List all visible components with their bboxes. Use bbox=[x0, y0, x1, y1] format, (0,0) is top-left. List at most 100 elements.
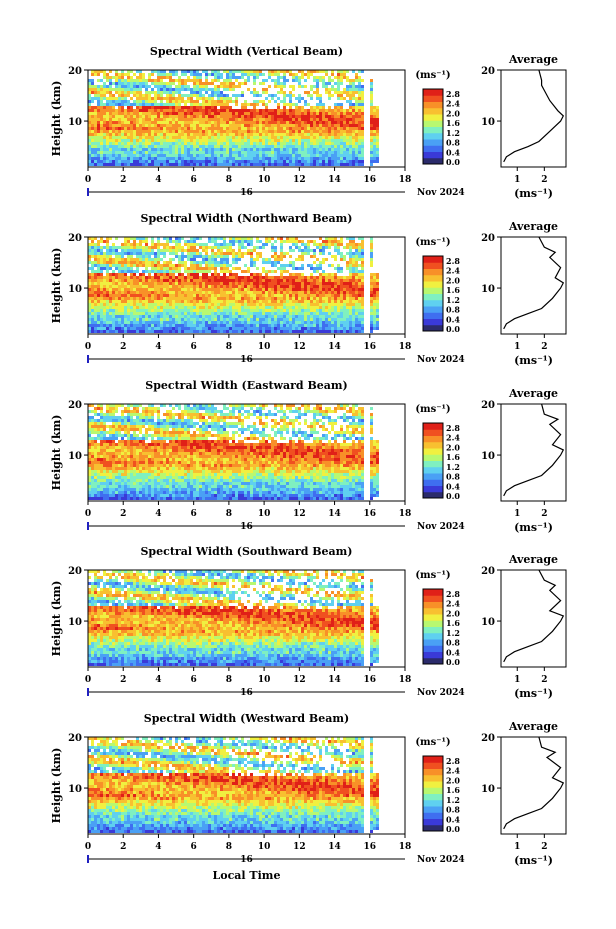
heatmap-cell bbox=[376, 303, 379, 306]
heatmap-cell bbox=[343, 130, 346, 133]
heatmap-cell bbox=[280, 139, 283, 142]
heatmap-cell bbox=[193, 139, 196, 142]
heatmap-cell bbox=[256, 100, 259, 103]
heatmap-cell bbox=[274, 270, 277, 273]
heatmap-cell bbox=[331, 282, 334, 285]
heatmap-cell bbox=[160, 130, 163, 133]
heatmap-cell bbox=[187, 94, 190, 97]
heatmap-cell bbox=[277, 148, 280, 151]
heatmap-cell bbox=[205, 91, 208, 94]
heatmap-cell bbox=[214, 115, 217, 118]
heatmap-cell bbox=[112, 252, 115, 255]
heatmap-cell bbox=[262, 115, 265, 118]
heatmap-cell bbox=[232, 303, 235, 306]
heatmap-cell bbox=[355, 300, 358, 303]
heatmap-cell bbox=[280, 315, 283, 318]
heatmap-cell bbox=[109, 121, 112, 124]
heatmap-cell bbox=[316, 82, 319, 85]
heatmap-cell bbox=[157, 79, 160, 82]
heatmap-cell bbox=[145, 160, 148, 163]
heatmap-cell bbox=[199, 115, 202, 118]
heatmap-cell bbox=[196, 267, 199, 270]
heatmap-cell bbox=[256, 318, 259, 321]
heatmap-cell bbox=[328, 246, 331, 249]
heatmap-cell bbox=[337, 148, 340, 151]
heatmap-cell bbox=[220, 100, 223, 103]
heatmap-cell bbox=[205, 270, 208, 273]
heatmap-cell bbox=[175, 70, 178, 73]
heatmap-cell bbox=[142, 255, 145, 258]
heatmap-cell bbox=[304, 249, 307, 252]
heatmap-cell bbox=[175, 79, 178, 82]
heatmap-cell bbox=[289, 130, 292, 133]
heatmap-cell bbox=[322, 294, 325, 297]
heatmap-cell bbox=[112, 273, 115, 276]
heatmap-cell bbox=[283, 106, 286, 109]
heatmap-cell bbox=[340, 282, 343, 285]
heatmap-cell bbox=[136, 288, 139, 291]
heatmap-cell bbox=[160, 291, 163, 294]
heatmap-cell bbox=[370, 243, 373, 246]
heatmap-cell bbox=[253, 142, 256, 145]
heatmap-cell bbox=[295, 145, 298, 148]
heatmap-cell bbox=[115, 100, 118, 103]
heatmap-cell bbox=[271, 124, 274, 127]
heatmap-cell bbox=[91, 249, 94, 252]
heatmap-cell bbox=[223, 145, 226, 148]
heatmap-cell bbox=[106, 106, 109, 109]
heatmap-cell bbox=[148, 148, 151, 151]
heatmap-cell bbox=[169, 258, 172, 261]
heatmap-cell bbox=[274, 79, 277, 82]
heatmap-cell bbox=[106, 127, 109, 130]
heatmap-cell bbox=[241, 157, 244, 160]
heatmap-cell bbox=[232, 306, 235, 309]
heatmap-cell bbox=[352, 109, 355, 112]
heatmap-cell bbox=[193, 285, 196, 288]
heatmap-cell bbox=[358, 133, 361, 136]
heatmap-cell bbox=[223, 148, 226, 151]
heatmap-cell bbox=[259, 294, 262, 297]
heatmap-cell bbox=[304, 124, 307, 127]
heatmap-cell bbox=[229, 285, 232, 288]
heatmap-cell bbox=[358, 127, 361, 130]
y-tick-label: 10 bbox=[68, 117, 82, 128]
heatmap-cell bbox=[283, 109, 286, 112]
heatmap-cell bbox=[193, 85, 196, 88]
heatmap-cell bbox=[190, 151, 193, 154]
heatmap-cell bbox=[262, 127, 265, 130]
heatmap-cell bbox=[262, 291, 265, 294]
heatmap-cell bbox=[136, 246, 139, 249]
heatmap-cell bbox=[283, 115, 286, 118]
heatmap-cell bbox=[163, 73, 166, 76]
heatmap-cell bbox=[199, 151, 202, 154]
heatmap-cell bbox=[352, 133, 355, 136]
heatmap-cell bbox=[316, 79, 319, 82]
heatmap-cell bbox=[325, 237, 328, 240]
heatmap-cell bbox=[133, 109, 136, 112]
heatmap-cell bbox=[214, 315, 217, 318]
heatmap-cell bbox=[289, 312, 292, 315]
heatmap-cell bbox=[259, 124, 262, 127]
panel-title: Spectral Width (Vertical Beam) bbox=[150, 45, 343, 58]
heatmap-cell bbox=[265, 309, 268, 312]
heatmap-cell bbox=[211, 97, 214, 100]
heatmap-cell bbox=[268, 148, 271, 151]
heatmap-cell bbox=[238, 136, 241, 139]
heatmap-cell bbox=[121, 255, 124, 258]
heatmap-cell bbox=[247, 136, 250, 139]
heatmap-cell bbox=[376, 306, 379, 309]
heatmap-cell bbox=[235, 279, 238, 282]
heatmap-cell bbox=[121, 151, 124, 154]
heatmap-cell bbox=[88, 127, 91, 130]
heatmap-cell bbox=[265, 88, 268, 91]
heatmap-cell bbox=[136, 315, 139, 318]
heatmap-cell bbox=[181, 300, 184, 303]
heatmap-cell bbox=[223, 261, 226, 264]
heatmap-cell bbox=[97, 270, 100, 273]
heatmap-cell bbox=[349, 255, 352, 258]
heatmap-cell bbox=[244, 127, 247, 130]
heatmap-cell bbox=[181, 139, 184, 142]
heatmap-cell bbox=[163, 306, 166, 309]
heatmap-cell bbox=[109, 127, 112, 130]
heatmap-cell bbox=[187, 276, 190, 279]
